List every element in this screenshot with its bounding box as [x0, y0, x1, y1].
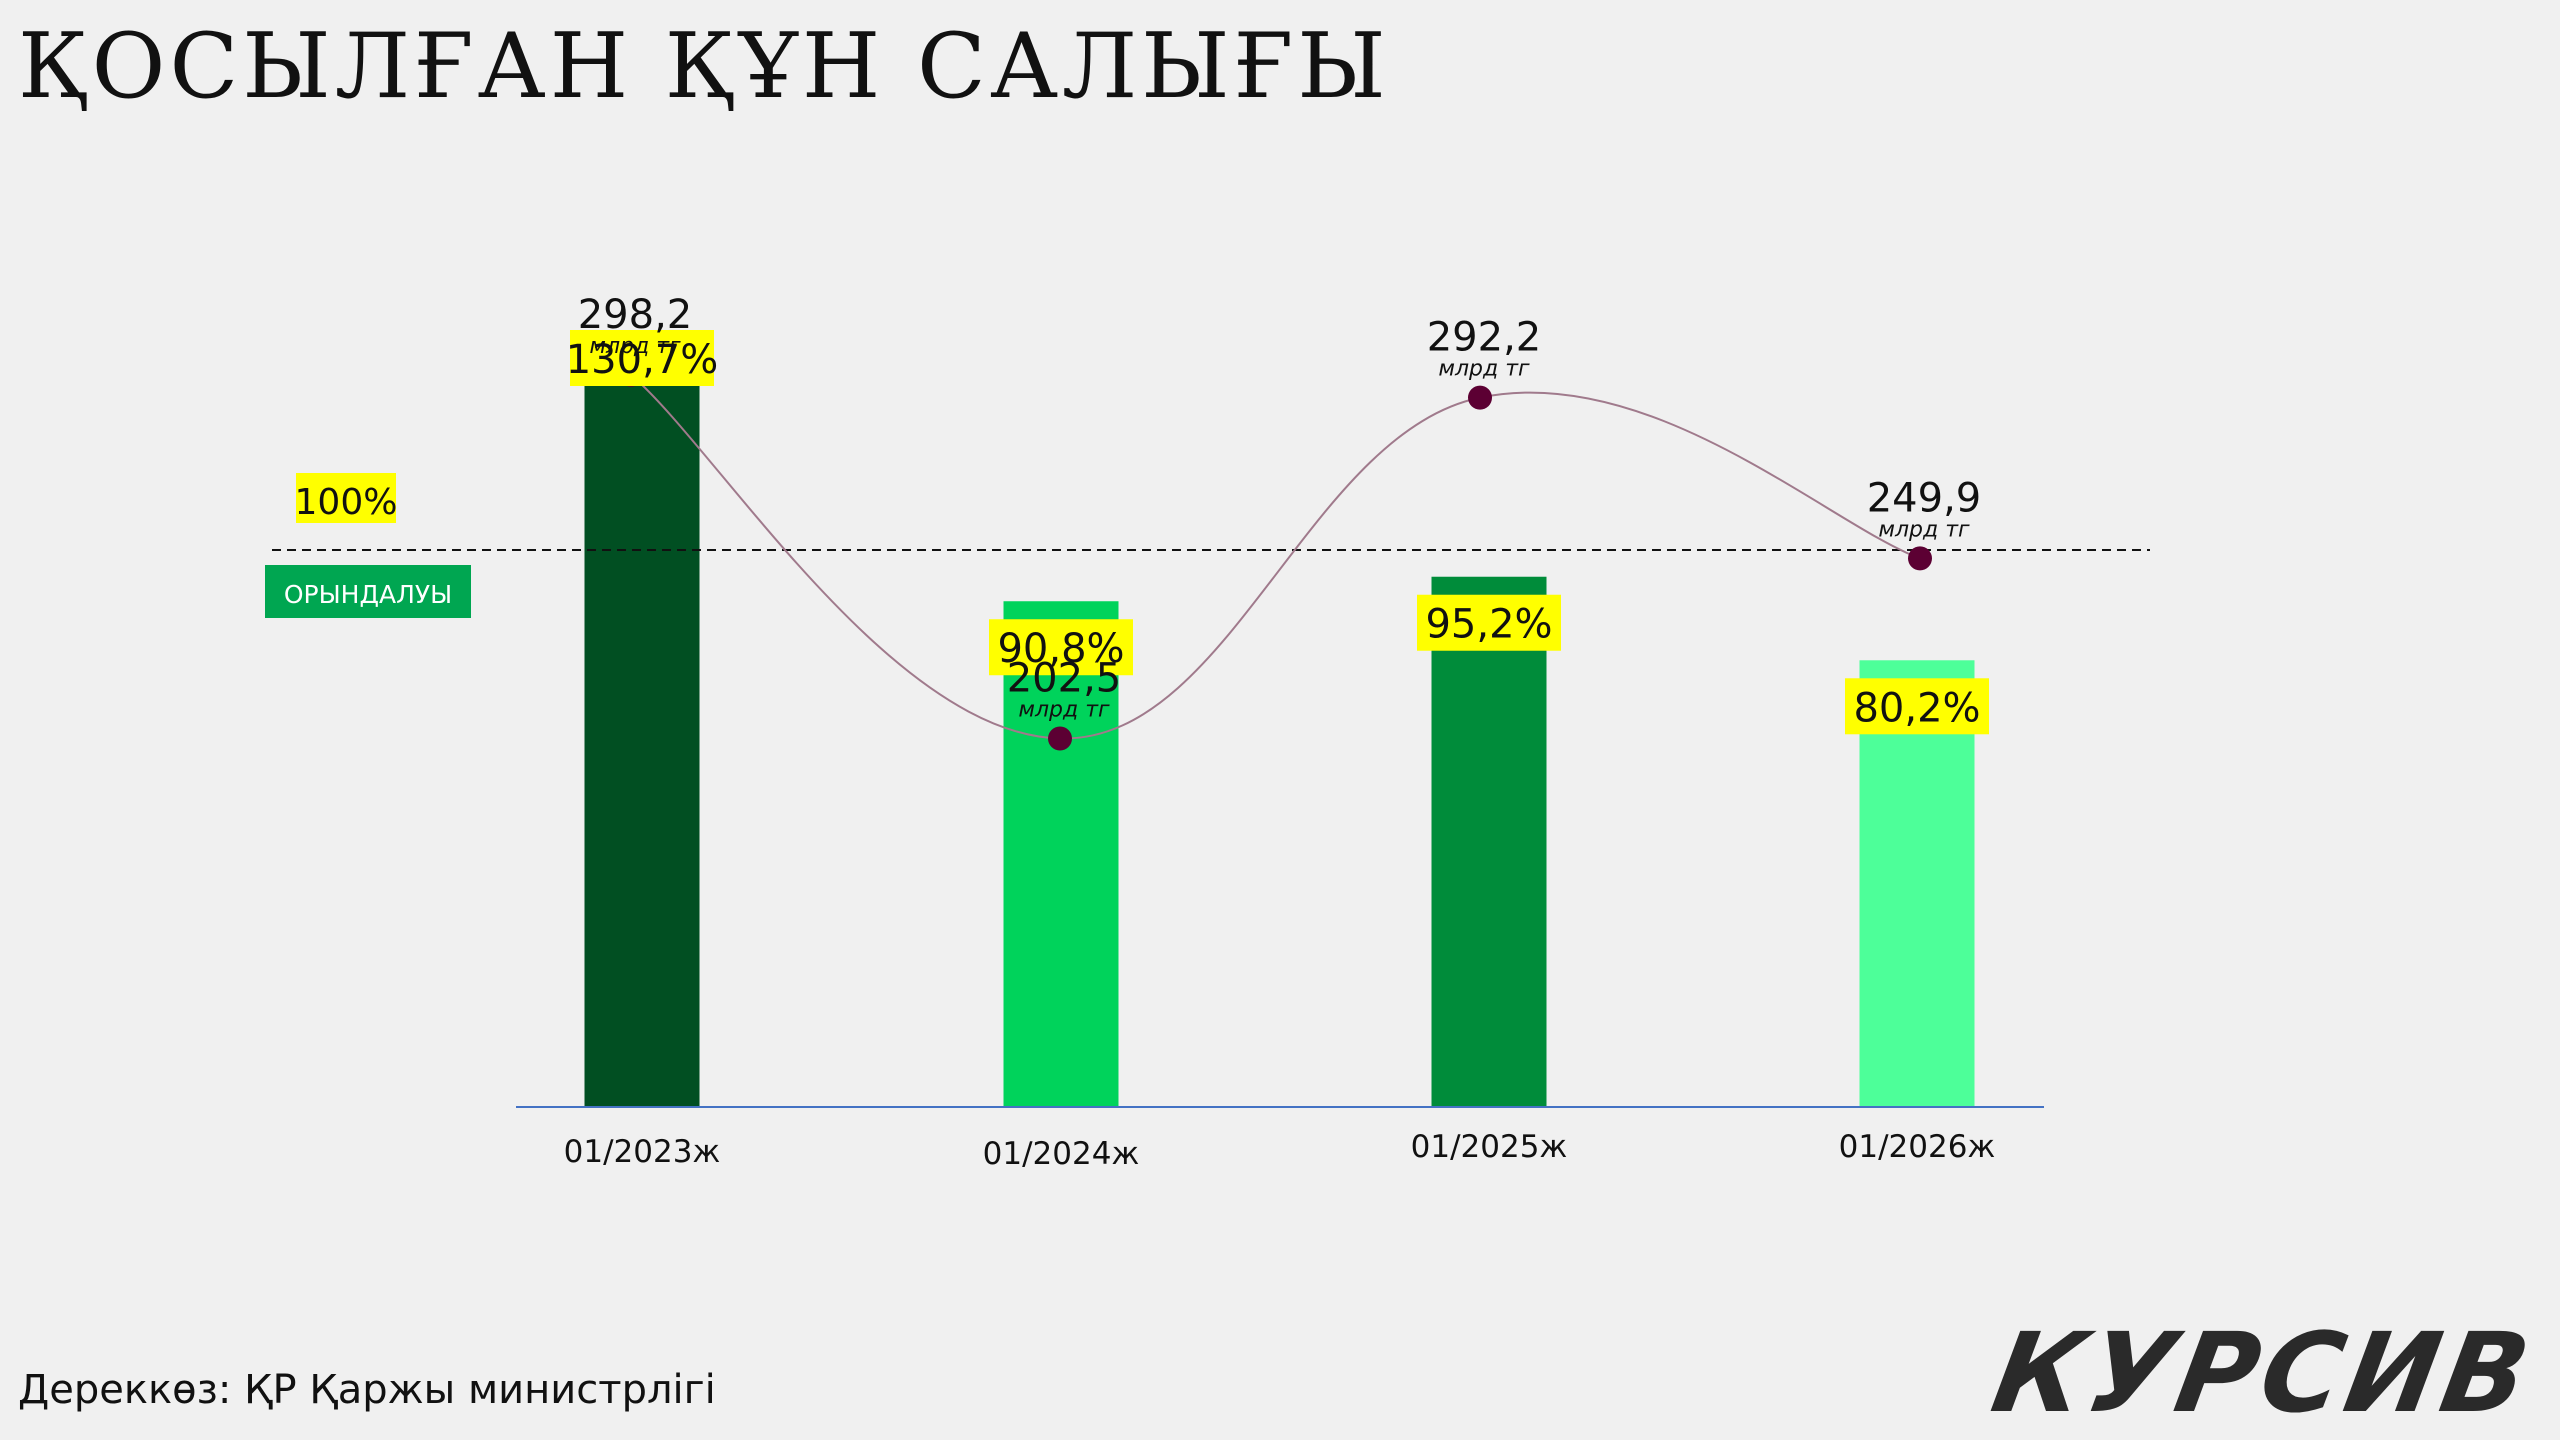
line-unit-label-2: млрд тг: [1018, 698, 1110, 723]
line-value-label-2: 202,5: [1007, 656, 1122, 702]
category-label-1: 01/2023ж: [564, 1134, 721, 1170]
reference-percent-label: 100%: [295, 482, 398, 523]
line-value-label-1: 298,2: [578, 292, 693, 338]
brand-logo: КУРСИВ: [1983, 1309, 2543, 1437]
line-series-group: [619, 362, 1932, 751]
labels-group: 01/2023ж 130,7% 01/2024ж 90,8% 01/2025ж 95,2%…: [564, 292, 1996, 1172]
bar-value-label-3: 95,2%: [1425, 602, 1552, 648]
reference-tag-label: ОРЫНДАЛУЫ: [284, 580, 452, 609]
bar-1: [584, 379, 700, 1108]
bar-value-bg-1: [570, 330, 714, 387]
bar-3: [1431, 576, 1547, 1107]
bar-4: [1859, 660, 1975, 1107]
bar-value-label-1: 130,7%: [566, 337, 719, 383]
bar-value-label-2: 90,8%: [997, 626, 1124, 672]
line-unit-label-1: млрд тг: [589, 334, 681, 359]
line-unit-label-3: млрд тг: [1438, 357, 1530, 382]
category-label-4: 01/2026ж: [1839, 1129, 1996, 1165]
line-point-4: [1908, 546, 1932, 571]
line-unit-label-4: млрд тг: [1878, 517, 1970, 542]
reference-group: 100% ОРЫНДАЛУЫ: [265, 473, 471, 618]
bar-value-bg-2: [989, 619, 1133, 676]
line-point-2: [1048, 726, 1072, 751]
reference-tag-bg: [265, 565, 471, 618]
category-label-3: 01/2025ж: [1411, 1129, 1568, 1165]
bar-value-label-4: 80,2%: [1853, 685, 1980, 731]
line-series-path: [630, 374, 1921, 740]
category-label-2: 01/2024ж: [983, 1136, 1140, 1172]
page-title: ҚОСЫЛҒАН ҚҰН САЛЫҒЫ: [18, 14, 1390, 119]
bars-group: [584, 379, 1975, 1108]
bar-value-bg-3: [1417, 594, 1561, 651]
line-value-label-3: 292,2: [1427, 315, 1542, 361]
bar-2: [1003, 601, 1119, 1107]
source-note: Дереккөз: ҚР Қаржы министрлігі: [18, 1367, 716, 1413]
line-point-3: [1468, 385, 1492, 410]
reference-percent-bg: [296, 473, 396, 523]
line-value-label-4: 249,9: [1867, 475, 1982, 521]
bar-value-bg-4: [1845, 678, 1989, 735]
